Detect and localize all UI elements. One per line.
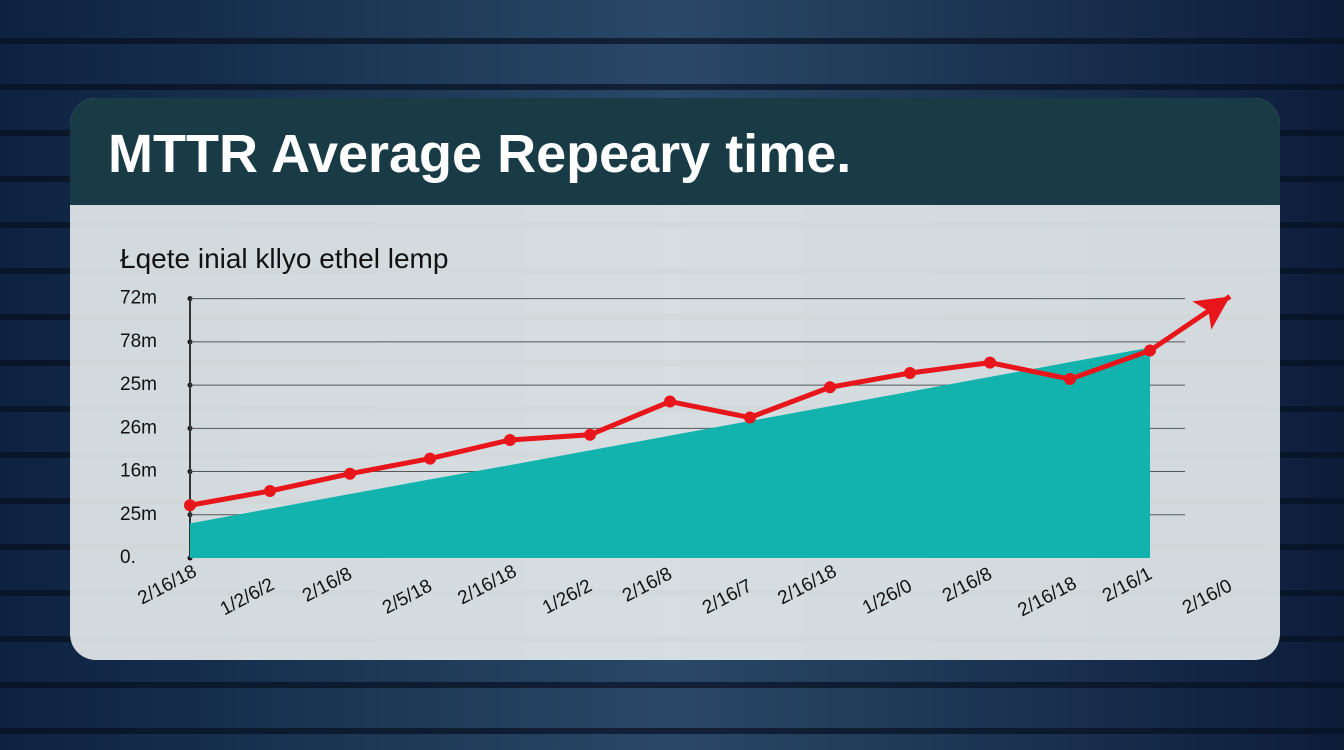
chart-title: MTTR Average Repeary time. (108, 124, 851, 184)
point (984, 356, 996, 369)
y-tick-label: 78m (120, 331, 157, 352)
y-tick-label: 16m (120, 461, 157, 482)
point (1144, 344, 1156, 357)
point (744, 411, 756, 424)
point (344, 467, 356, 480)
panel-header (70, 98, 1280, 205)
y-tick-label: 25m (120, 504, 157, 525)
point (904, 366, 916, 379)
point (824, 381, 836, 394)
point (504, 433, 516, 446)
arrow-head (1192, 296, 1230, 330)
y-tick-label: 25m (120, 374, 157, 395)
point (664, 395, 676, 408)
chart-subtitle: Łqete inial kllyo ethel lemp (120, 243, 448, 274)
point (584, 428, 596, 441)
area (190, 347, 1150, 558)
y-tick-label: 72m (120, 288, 157, 309)
point (1064, 373, 1076, 386)
point (424, 452, 436, 465)
y-tick-label: 26m (120, 417, 157, 438)
line (189, 294, 1232, 508)
point (184, 499, 196, 512)
point (264, 485, 276, 497)
y-tick-label: 0. (120, 547, 136, 568)
